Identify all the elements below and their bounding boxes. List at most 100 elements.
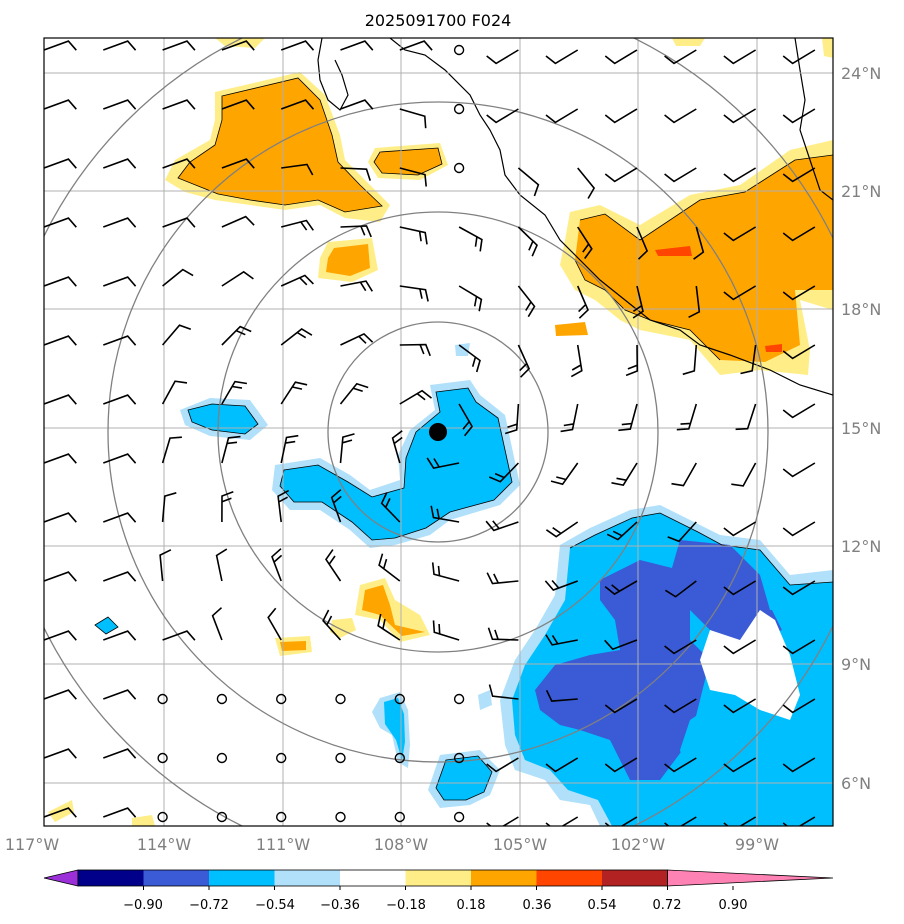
wind-barb [281,219,314,231]
wind-barb [399,226,428,245]
wind-barb [667,521,697,543]
wind-barbs [44,40,816,826]
wind-barb [103,276,137,287]
wind-barb [221,380,248,405]
colorbar [43,869,834,890]
wind-barb [604,108,638,124]
lat-label: 18°N [841,300,881,319]
wind-barb [103,512,137,523]
wind-barb [486,757,519,773]
wind-barb [782,580,816,596]
wind-barb [782,49,816,65]
wind-barb [280,274,314,287]
wind-barb [340,225,372,238]
wind-barb [782,226,816,242]
colorbar-border [77,869,668,887]
wind-barb [576,285,589,319]
wind-barb [162,40,196,51]
lat-label: 9°N [841,655,871,674]
wind-barb [517,285,536,318]
wind-barb [340,99,374,110]
wind-barb [782,462,816,478]
wind-barb [271,548,283,582]
wind-barb [103,453,137,464]
calm-wind-marker [276,752,287,764]
colorbar-tick-label: −0.18 [386,898,426,913]
wind-barb [44,158,77,169]
wind-barb [44,217,77,228]
wind-barb [330,489,342,523]
wind-barb [604,698,638,714]
wind-barb [377,613,401,641]
plot-border [43,37,834,827]
wind-barb [735,403,757,431]
wind-barb [488,462,519,483]
colorbar-tick-label: 0.36 [523,898,552,913]
wind-barb [544,579,578,591]
calm-wind-marker [453,162,465,174]
wind-barb [267,607,282,641]
wind-barb [280,328,313,346]
wind-barb [671,462,697,487]
graticule [44,38,833,826]
wind-barb [545,108,579,124]
wind-barb [211,607,223,641]
wind-barb [731,462,757,487]
negative-anomaly-regions [95,343,833,826]
plot-area [44,38,833,826]
wind-barb [458,403,474,437]
lat-label: 15°N [841,419,881,438]
wind-barb [740,344,757,375]
calm-wind-marker [335,811,346,823]
wind-barb [161,436,182,464]
wind-barb [611,462,638,486]
wind-barb [723,49,757,65]
wind-barb [44,99,77,110]
contour-lines [94,77,833,801]
wind-barb [399,389,432,405]
wind-barb [625,344,639,377]
colorbar-swatch [274,870,341,886]
wind-barb [322,609,342,641]
range-ring-2 [217,211,659,653]
wind-barb [723,167,757,183]
wind-barb [161,380,188,405]
wind-barb [221,158,255,169]
wind-barb [162,268,194,287]
wind-barb [604,757,638,773]
wind-barb [577,167,596,199]
wind-barb [339,433,355,464]
wind-barb [162,217,196,228]
calm-wind-marker [394,693,405,705]
wind-barb [664,167,697,183]
wind-barb [504,403,520,435]
colorbar-extend-high [667,869,834,887]
wind-barb [44,453,77,464]
colorbar-swatch [471,870,537,886]
wind-barb [221,40,255,51]
wind-barb [545,634,578,646]
storm-center-marker [429,423,447,441]
range-rings [44,38,833,826]
colorbar-tick-label: 0.54 [588,898,617,913]
wind-barb [782,285,816,301]
wind-barb [517,226,538,257]
range-ring-3 [107,101,769,763]
wind-barb [486,49,519,65]
calm-wind-marker [335,693,346,705]
colorbar-labels: −0.90 −0.72 −0.54 −0.36 −0.18 0.18 0.36 … [123,898,747,913]
wind-barb [782,757,816,773]
wind-barb [723,108,757,124]
wind-barb [458,226,483,252]
wind-barb [606,521,638,541]
colorbar-tick-label: 0.18 [457,898,486,913]
wind-barb [103,807,137,818]
wind-barb [339,382,369,405]
wind-barb [280,434,299,464]
wind-barb [486,572,519,585]
wind-barb [103,158,137,169]
wind-barb [604,580,638,596]
calm-wind-marker [453,693,465,705]
wind-barb [103,217,137,228]
lon-label: 108°W [374,835,429,854]
